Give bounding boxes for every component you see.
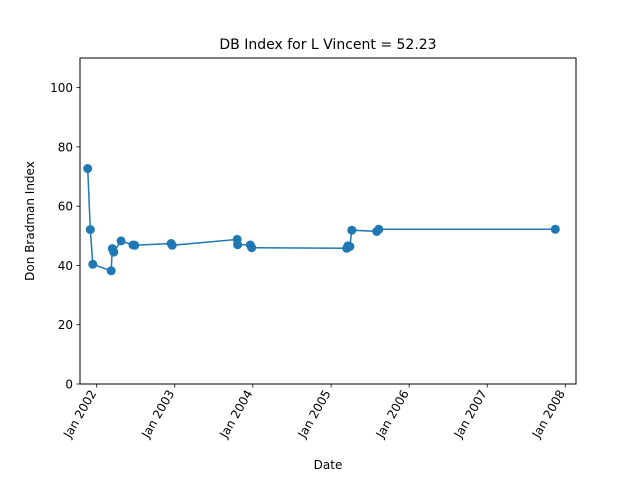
data-point <box>233 240 243 250</box>
series-markers <box>83 164 560 276</box>
y-tick-label: 40 <box>58 259 73 273</box>
plot-area <box>79 57 577 385</box>
data-point <box>247 243 257 253</box>
y-tick-label: 100 <box>50 81 73 95</box>
data-point <box>374 224 384 234</box>
data-point <box>85 225 95 235</box>
data-point <box>116 236 126 246</box>
data-point <box>130 240 140 250</box>
x-axis-label: Date <box>314 458 343 472</box>
y-tick-label: 20 <box>58 318 73 332</box>
data-point <box>88 259 98 269</box>
data-point <box>109 247 119 257</box>
data-point <box>83 164 93 173</box>
chart-title: DB Index for L Vincent = 52.23 <box>219 37 436 53</box>
data-point <box>106 266 116 276</box>
series-line <box>86 168 556 272</box>
y-tick-label: 60 <box>58 200 73 214</box>
y-tick-label: 0 <box>65 378 73 392</box>
data-point <box>345 242 355 251</box>
data-point <box>550 224 560 234</box>
y-axis: 0 20 40 60 80 100 <box>50 81 80 392</box>
y-tick-label: 80 <box>58 140 73 154</box>
y-axis-label: Don Bradman Index <box>23 161 37 281</box>
data-point <box>167 240 177 250</box>
data-point <box>347 225 357 235</box>
